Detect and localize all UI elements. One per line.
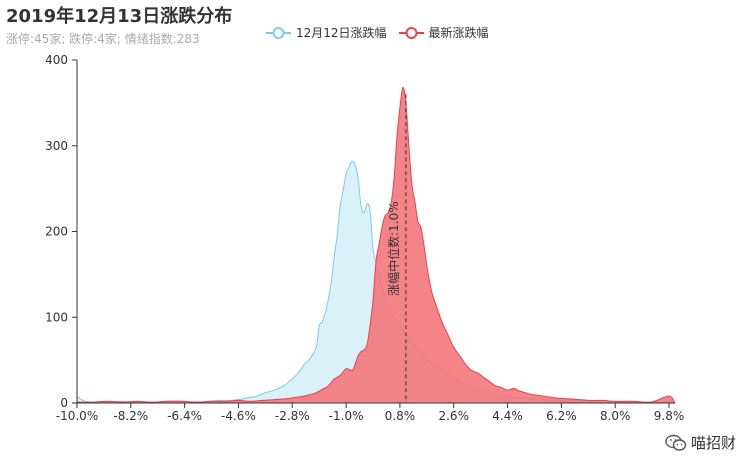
y-tick-label: 100	[45, 310, 68, 324]
y-tick-label: 200	[45, 225, 68, 239]
series-area-layer	[76, 86, 676, 404]
x-tick-label: -1.0%	[329, 409, 364, 423]
x-tick-label: -6.4%	[167, 409, 202, 423]
legend-label-latest: 最新涨跌幅	[428, 26, 489, 40]
x-tick-label: -8.2%	[113, 409, 148, 423]
x-tick-label: 8.0%	[600, 409, 631, 423]
legend-item-latest[interactable]: 最新涨跌幅	[398, 24, 489, 41]
legend-item-previous[interactable]: 12月12日涨跌幅	[266, 24, 387, 41]
chart-subtitle: 涨停:45家; 跌停:4家; 情绪指数:283	[6, 32, 200, 46]
chart-title: 2019年12月13日涨跌分布	[6, 6, 233, 27]
y-tick-label: 400	[45, 53, 68, 67]
x-tick-label: -4.6%	[221, 409, 256, 423]
series-line-latest	[76, 86, 676, 404]
watermark: 喵招财	[665, 432, 736, 453]
axis-layer: 0 100 200 300 400 -10.0% -8.2% -6.4% -4.6% -2.8% -…	[45, 53, 684, 423]
watermark-text: 喵招财	[690, 434, 736, 452]
median-markline-label: 涨幅中位数:1.0%	[386, 201, 401, 296]
wechat-icon	[665, 434, 687, 451]
x-tick-label: 0.8%	[385, 409, 416, 423]
series-area-latest	[77, 87, 675, 403]
x-tick-label: -2.8%	[275, 409, 310, 423]
y-tick-label: 0	[60, 396, 68, 410]
median-markline-layer: 涨幅中位数:1.0%	[386, 94, 407, 403]
x-tick-label: 9.8%	[654, 409, 685, 423]
x-tick-label: -10.0%	[56, 409, 98, 423]
x-tick-label: 4.4%	[492, 409, 523, 423]
chart-legend: 12月12日涨跌幅 最新涨跌幅	[266, 24, 501, 41]
y-tick-label: 300	[45, 139, 68, 153]
legend-line-circle-icon	[266, 26, 291, 39]
x-tick-label: 2.6%	[438, 409, 469, 423]
legend-line-circle-icon	[398, 26, 424, 39]
legend-label-previous: 12月12日涨跌幅	[296, 26, 387, 40]
x-tick-label: 6.2%	[546, 409, 577, 423]
